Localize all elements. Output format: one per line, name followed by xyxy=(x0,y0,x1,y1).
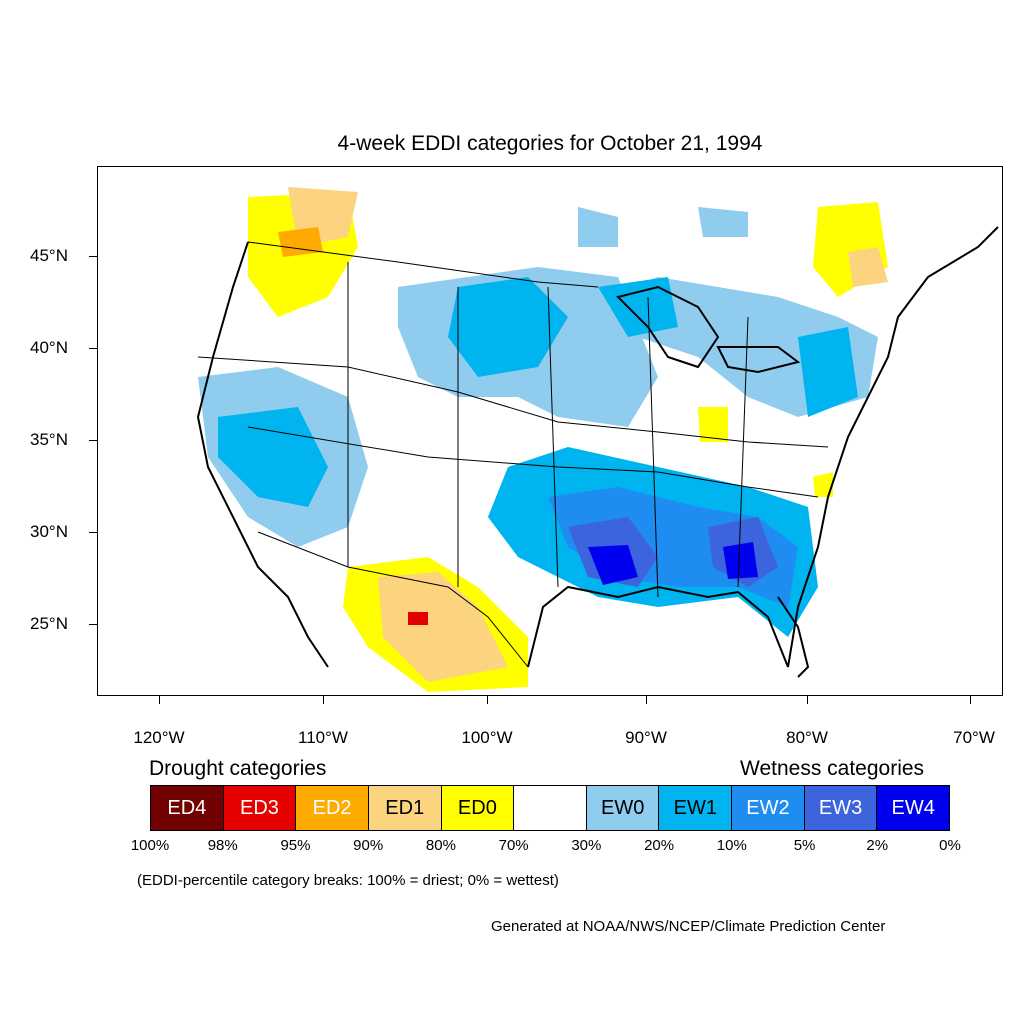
legend-cell: EW2 xyxy=(732,786,805,830)
map-frame xyxy=(97,166,1003,696)
area-ew1 xyxy=(798,327,858,417)
credit-line: Generated at NOAA/NWS/NCEP/Climate Predi… xyxy=(491,918,886,935)
legend-break-label: 30% xyxy=(571,837,602,854)
lon-label: 90°W xyxy=(625,728,667,747)
legend-colorbar: ED4 ED3 ED2 ED1 ED0 EW0 EW1 EW2 EW3 EW4 xyxy=(150,785,950,831)
legend-cell: EW4 xyxy=(877,786,950,830)
legend-cell: ED4 xyxy=(151,786,224,830)
area-ed3 xyxy=(408,612,428,625)
lon-tick xyxy=(159,696,160,704)
legend-break-label: 70% xyxy=(498,837,529,854)
lon-label: 70°W xyxy=(953,728,995,747)
lat-label: 40°N xyxy=(30,338,68,357)
legend-cell: ED2 xyxy=(296,786,369,830)
state-line xyxy=(737,316,749,588)
lon-label: 120°W xyxy=(133,728,185,747)
mexico-border xyxy=(257,531,529,668)
legend-break-label: 5% xyxy=(793,837,816,854)
lat-label: 45°N xyxy=(30,246,68,265)
legend-cell: ED1 xyxy=(368,786,442,830)
lon-label: 110°W xyxy=(298,728,348,747)
area-ed1 xyxy=(848,247,888,287)
lon-label: 80°W xyxy=(786,728,828,747)
canada-border xyxy=(247,241,599,288)
lon-tick xyxy=(323,696,324,704)
legend-cell: EW0 xyxy=(586,786,660,830)
area-ew0 xyxy=(698,207,748,237)
legend-break-label: 80% xyxy=(425,837,456,854)
florida xyxy=(777,596,810,678)
lon-tick xyxy=(807,696,808,704)
lat-tick xyxy=(89,532,97,533)
lat-tick xyxy=(89,256,97,257)
legend-break-label: 98% xyxy=(207,837,238,854)
lat-tick xyxy=(89,348,97,349)
area-ed2 xyxy=(278,227,323,257)
boundary-lines xyxy=(196,226,999,678)
legend-break-label: 95% xyxy=(280,837,311,854)
legend-cell: ED3 xyxy=(223,786,297,830)
lon-tick xyxy=(646,696,647,704)
wetness-heading: Wetness categories xyxy=(740,757,925,780)
map-title: 4-week EDDI categories for October 21, 1… xyxy=(337,132,763,155)
drought-heading: Drought categories xyxy=(149,757,327,780)
state-line xyxy=(547,286,559,588)
area-ed1 xyxy=(378,572,508,682)
atlantic-coast xyxy=(787,226,999,668)
legend-cell: ED0 xyxy=(441,786,515,830)
lat-tick xyxy=(89,624,97,625)
area-ew1 xyxy=(448,277,568,377)
legend-break-label: 0% xyxy=(939,837,961,854)
area-ew4 xyxy=(588,545,638,585)
lon-tick xyxy=(487,696,488,704)
area-ew0 xyxy=(578,207,618,247)
legend-cell: EW1 xyxy=(659,786,733,830)
legend-break-label: 100% xyxy=(130,837,170,854)
lat-label: 25°N xyxy=(30,614,68,633)
state-line xyxy=(647,296,659,598)
state-line xyxy=(247,426,819,498)
area-ed0 xyxy=(813,472,833,497)
area-ed0 xyxy=(698,407,728,442)
legend-break-label: 10% xyxy=(716,837,747,854)
legend-break-label: 2% xyxy=(866,837,889,854)
map-canvas xyxy=(196,187,999,692)
lon-tick xyxy=(970,696,971,704)
area-ew1 xyxy=(598,277,678,337)
great-lakes xyxy=(716,346,801,374)
legend-break-label: 90% xyxy=(353,837,384,854)
great-lakes xyxy=(616,285,720,369)
legend-note: (EDDI-percentile category breaks: 100% =… xyxy=(137,872,559,889)
lat-label: 35°N xyxy=(30,430,68,449)
lat-tick xyxy=(89,440,97,441)
coastline xyxy=(196,241,329,668)
legend-break-label: 20% xyxy=(644,837,675,854)
area-ew4 xyxy=(723,542,758,579)
lat-label: 30°N xyxy=(30,522,68,541)
area-ew1 xyxy=(218,407,328,507)
lon-label: 100°W xyxy=(461,728,513,747)
legend-cell: EW3 xyxy=(804,786,878,830)
category-fill-areas xyxy=(198,187,888,692)
legend-cell xyxy=(514,786,587,830)
